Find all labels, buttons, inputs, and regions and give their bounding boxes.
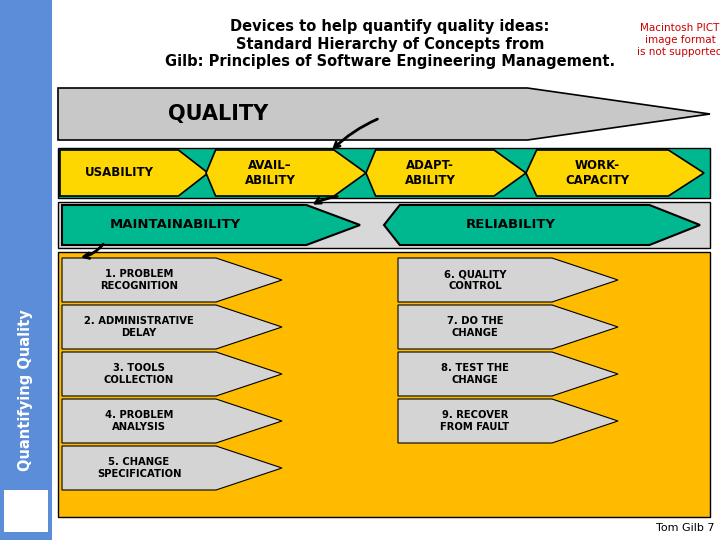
Bar bbox=[58, 202, 710, 248]
Polygon shape bbox=[398, 399, 618, 443]
Polygon shape bbox=[62, 205, 360, 245]
Text: ADAPT-
ABILITY: ADAPT- ABILITY bbox=[405, 159, 456, 187]
Polygon shape bbox=[58, 88, 710, 140]
Polygon shape bbox=[366, 150, 526, 196]
Text: 8. TEST THE
CHANGE: 8. TEST THE CHANGE bbox=[441, 363, 509, 385]
Bar bbox=[58, 252, 710, 517]
Text: Devices to help quantify quality ideas:
Standard Hierarchy of Concepts from
Gilb: Devices to help quantify quality ideas: … bbox=[165, 19, 615, 69]
Bar bbox=[4, 490, 48, 532]
Polygon shape bbox=[62, 352, 282, 396]
Polygon shape bbox=[62, 305, 282, 349]
Text: 5. CHANGE
SPECIFICATION: 5. CHANGE SPECIFICATION bbox=[96, 457, 181, 479]
Text: Macintosh PICT
image format
is not supported: Macintosh PICT image format is not suppo… bbox=[637, 23, 720, 57]
Polygon shape bbox=[206, 150, 366, 196]
Text: MAINTAINABILITY: MAINTAINABILITY bbox=[109, 219, 240, 232]
Text: USABILITY: USABILITY bbox=[85, 166, 153, 179]
Text: WORK-
CAPACITY: WORK- CAPACITY bbox=[565, 159, 629, 187]
Polygon shape bbox=[398, 258, 618, 302]
Text: 6. QUALITY
CONTROL: 6. QUALITY CONTROL bbox=[444, 269, 506, 291]
Text: Quantifying Quality: Quantifying Quality bbox=[19, 309, 34, 471]
Bar bbox=[0, 0, 52, 540]
Polygon shape bbox=[62, 258, 282, 302]
Text: Tom Gilb 7: Tom Gilb 7 bbox=[657, 523, 715, 533]
Text: 7. DO THE
CHANGE: 7. DO THE CHANGE bbox=[446, 316, 503, 338]
Text: AVAIL–
ABILITY: AVAIL– ABILITY bbox=[245, 159, 295, 187]
Text: QUALITY: QUALITY bbox=[168, 104, 268, 124]
Bar bbox=[58, 148, 710, 198]
Polygon shape bbox=[62, 399, 282, 443]
Text: 9. RECOVER
FROM FAULT: 9. RECOVER FROM FAULT bbox=[441, 410, 510, 432]
Polygon shape bbox=[60, 150, 208, 196]
Text: 3. TOOLS
COLLECTION: 3. TOOLS COLLECTION bbox=[104, 363, 174, 385]
Polygon shape bbox=[526, 150, 704, 196]
Polygon shape bbox=[398, 352, 618, 396]
Polygon shape bbox=[62, 446, 282, 490]
Polygon shape bbox=[398, 305, 618, 349]
Text: 4. PROBLEM
ANALYSIS: 4. PROBLEM ANALYSIS bbox=[105, 410, 174, 432]
Text: 2. ADMINISTRATIVE
DELAY: 2. ADMINISTRATIVE DELAY bbox=[84, 316, 194, 338]
Polygon shape bbox=[384, 205, 700, 245]
Text: RELIABILITY: RELIABILITY bbox=[465, 219, 555, 232]
Text: 1. PROBLEM
RECOGNITION: 1. PROBLEM RECOGNITION bbox=[100, 269, 178, 291]
